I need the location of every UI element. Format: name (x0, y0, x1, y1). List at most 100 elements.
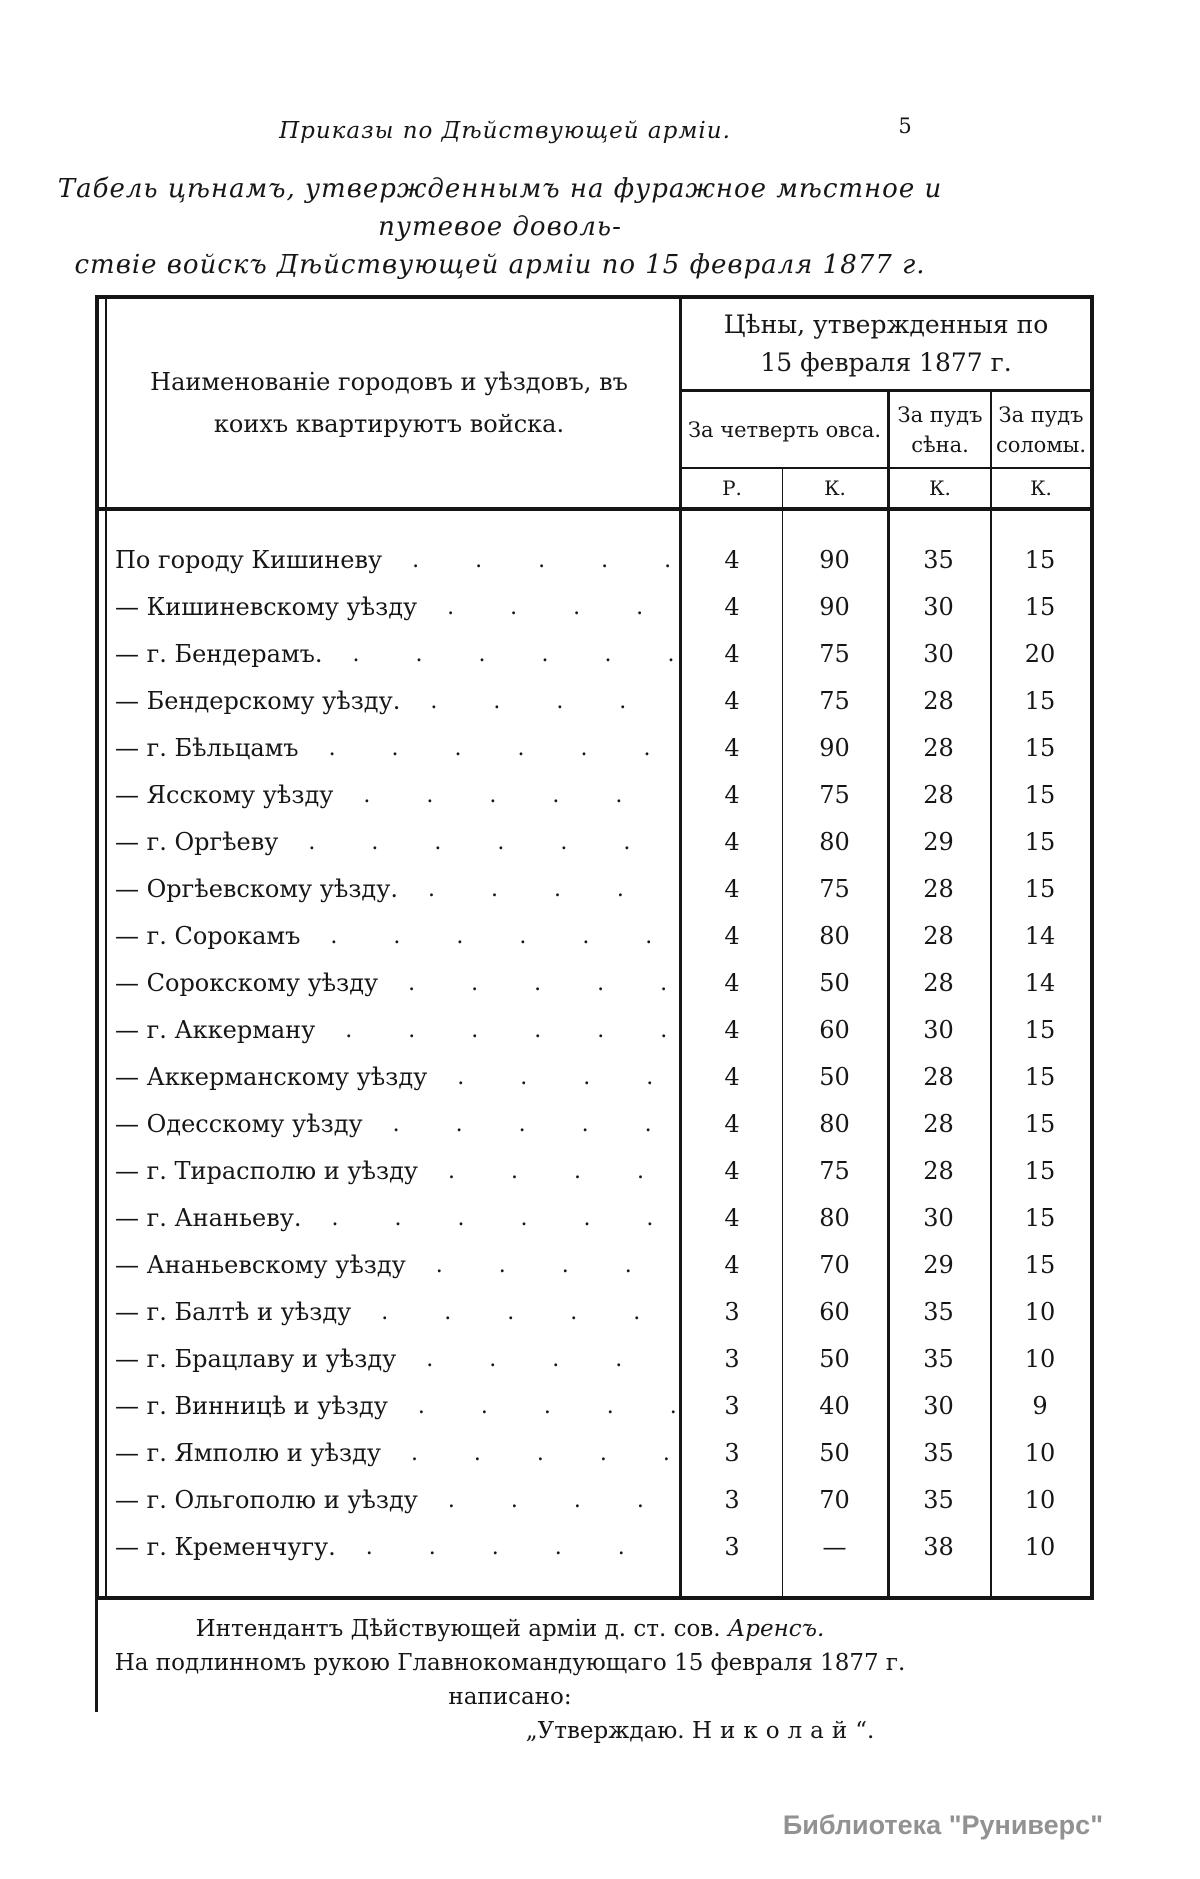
table-row: — Бендерскому уѣзду.....................… (99, 678, 1090, 725)
table-footer: Интендантъ Дѣйствующей арміи д. ст. сов.… (95, 1612, 925, 1748)
column-divider-rubles-kopecks (782, 467, 783, 1596)
row-name: — г. Бендерамъ. (115, 640, 323, 668)
row-name: — г. Оргѣеву (115, 828, 279, 856)
straw-kopecks-value: 10 (1024, 1439, 1056, 1467)
footer-intendant-line: Интендантъ Дѣйствующей арміи д. ст. сов.… (195, 1616, 825, 1642)
leader-dots: ........................ (430, 689, 682, 714)
prices-header-line-1: Цѣны, утвержденныя по (723, 310, 1049, 339)
hay-kopecks-value: 30 (923, 1204, 954, 1232)
hay-kopecks-value: 35 (923, 546, 954, 574)
oats-kopecks-value: 75 (819, 875, 850, 903)
oats-kopecks-value: 80 (819, 922, 850, 950)
column-divider-oats-hay (887, 389, 890, 1596)
row-name-cell: — г. Винницѣ и уѣзду....................… (99, 1383, 682, 1430)
oats-rubles-value: 4 (724, 1016, 740, 1044)
rule-under-prices-header (682, 389, 1090, 392)
oats-rubles-value: 4 (724, 922, 740, 950)
leader-dots: ........................ (363, 783, 682, 808)
straw-kopecks-value: 15 (1024, 1251, 1056, 1279)
unit-kopecks-oats-label: К. (824, 476, 846, 500)
leader-dots: ........................ (410, 1441, 682, 1466)
document-title-line-1: Табель цѣнамъ, утвержденнымъ на фуражное… (57, 174, 943, 242)
row-name-cell: — г. Сорокамъ........................ (99, 913, 682, 960)
straw-kopecks-value: 15 (1024, 828, 1056, 856)
hay-kopecks-value: 38 (923, 1533, 954, 1561)
straw-kopecks-value: 14 (1024, 969, 1056, 997)
row-name-cell: — Оргѣевскому уѣзду.....................… (99, 866, 682, 913)
name-column-header: Наименованіе городовъ и уѣздовъ, въ коих… (150, 368, 628, 438)
hay-kopecks-value: 30 (923, 1392, 954, 1420)
oats-kopecks-value: 75 (819, 1157, 850, 1185)
straw-kopecks-value: 10 (1024, 1345, 1056, 1373)
oats-kopecks-value: 60 (819, 1016, 850, 1044)
table-row: — г. Сорокамъ........................ 4 80… (99, 913, 1090, 960)
table-row: — г. Бендерамъ......................... 4… (99, 631, 1090, 678)
column-divider-names-prices (679, 299, 682, 1596)
hay-kopecks-value: 28 (923, 687, 954, 715)
oats-kopecks-value: 90 (819, 593, 850, 621)
oats-kopecks-value: — (822, 1533, 847, 1561)
hay-kopecks-value: 28 (923, 1110, 954, 1138)
document-title-line-2: ствіе войскъ Дѣйствующей арміи по 15 фев… (74, 250, 926, 280)
straw-kopecks-value: 20 (1024, 640, 1056, 668)
row-name-cell: — Сорокскому уѣзду......................… (99, 960, 682, 1007)
oats-rubles-value: 4 (724, 640, 740, 668)
hay-kopecks-value: 28 (923, 875, 954, 903)
row-name: — г. Винницѣ и уѣзду (115, 1392, 388, 1420)
hay-kopecks-value: 28 (923, 1063, 954, 1091)
row-name-cell: — Ясскому уѣзду........................ (99, 772, 682, 819)
row-name-cell: — г. Оргѣеву........................ (99, 819, 682, 866)
row-name: По городу Кишиневу (115, 546, 383, 574)
prices-header-line-2: 15 февраля 1877 г. (760, 348, 1012, 377)
row-name: — Бендерскому уѣзду. (115, 687, 401, 715)
hay-kopecks-value: 35 (923, 1439, 954, 1467)
fodder-price-table: Наименованіе городовъ и уѣздовъ, въ коих… (95, 295, 1094, 1600)
oats-kopecks-value: 80 (819, 1110, 850, 1138)
table-row: — г. Оргѣеву........................ 4 80 2… (99, 819, 1090, 866)
row-name-cell: По городу Кишиневу......................… (99, 537, 682, 584)
row-name: — г. Сорокамъ (115, 922, 301, 950)
row-name-cell: — г. Бѣльцамъ........................ (99, 725, 682, 772)
oats-column-header: За четверть овса. (687, 417, 882, 442)
leader-dots: ........................ (330, 924, 682, 949)
leader-dots: ........................ (392, 1112, 682, 1137)
oats-kopecks-value: 70 (819, 1486, 850, 1514)
row-name: — Кишиневскому уѣзду (115, 593, 418, 621)
oats-kopecks-value: 80 (819, 1204, 850, 1232)
oats-rubles-value: 3 (724, 1486, 740, 1514)
row-name: — Оргѣевскому уѣзду. (115, 875, 398, 903)
row-name: — г. Ольгополю и уѣзду (115, 1486, 418, 1514)
oats-kopecks-value: 40 (819, 1392, 850, 1420)
straw-kopecks-value: 15 (1024, 546, 1056, 574)
row-name-cell: — г. Тирасполю и уѣзду..................… (99, 1148, 682, 1195)
row-name: — Одесскому уѣзду (115, 1110, 363, 1138)
oats-rubles-value: 3 (724, 1345, 740, 1373)
oats-rubles-value: 4 (724, 969, 740, 997)
oats-kopecks-value: 75 (819, 640, 850, 668)
footer-original-note-line: На подлинномъ рукою Главнокомандующаго 1… (114, 1650, 906, 1710)
hay-kopecks-value: 35 (923, 1345, 954, 1373)
unit-kopecks-hay-label: К. (929, 476, 951, 500)
leader-dots: ........................ (412, 548, 682, 573)
rule-under-header (99, 507, 1090, 511)
hay-kopecks-value: 28 (923, 969, 954, 997)
table-row: — Одесскому уѣзду.......................… (99, 1101, 1090, 1148)
row-name-cell: — г. Кременчугу......................... (99, 1524, 682, 1571)
hay-kopecks-value: 30 (923, 640, 954, 668)
emperor-name: Николай (691, 1718, 856, 1744)
table-row: — г. Винницѣ и уѣзду....................… (99, 1383, 1090, 1430)
straw-kopecks-value: 15 (1024, 1110, 1056, 1138)
hay-kopecks-value: 29 (923, 1251, 954, 1279)
straw-kopecks-value: 15 (1024, 687, 1056, 715)
oats-rubles-value: 4 (724, 781, 740, 809)
hay-kopecks-value: 35 (923, 1486, 954, 1514)
straw-kopecks-value: 9 (1032, 1392, 1048, 1420)
row-name: — г. Балтѣ и уѣзду (115, 1298, 352, 1326)
row-name: — Ананьевскому уѣзду (115, 1251, 406, 1279)
row-name: — г. Ямполю и уѣзду (115, 1439, 381, 1467)
straw-kopecks-value: 15 (1024, 1016, 1056, 1044)
table-row: — Сорокскому уѣзду......................… (99, 960, 1090, 1007)
unit-kopecks-straw-label: К. (1030, 476, 1052, 500)
straw-kopecks-value: 14 (1024, 922, 1056, 950)
straw-kopecks-value: 15 (1024, 1157, 1056, 1185)
